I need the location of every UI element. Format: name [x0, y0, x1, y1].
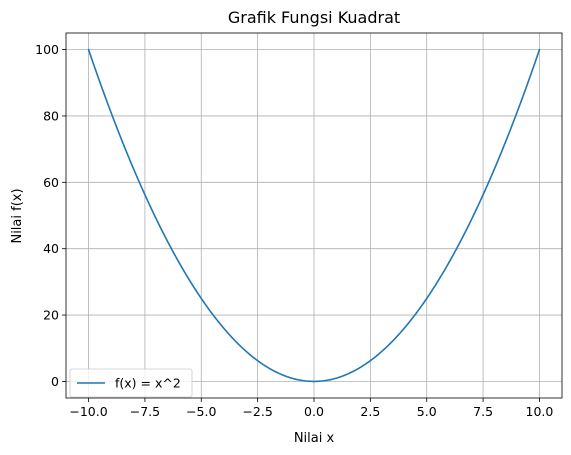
ticks: −10.0 −7.5 −5.0 −2.5 0.0 2.5 5.0 7.5 10.0 0 20 40 60…	[35, 42, 553, 419]
y-tick-label: 0	[51, 374, 59, 389]
series-line-fx	[87, 48, 541, 383]
x-tick-label: −2.5	[242, 404, 272, 419]
chart-title: Grafik Fungsi Kuadrat	[228, 8, 400, 27]
legend-box	[69, 368, 193, 398]
legend-label: f(x) = x^2	[115, 376, 181, 391]
x-tick-label: 0.0	[304, 404, 324, 419]
x-tick-label: −5.0	[186, 404, 216, 419]
grid	[66, 33, 562, 398]
legend: f(x) = x^2	[69, 368, 193, 398]
x-tick-label: −10.0	[69, 404, 107, 419]
x-tick-label: 10.0	[526, 404, 554, 419]
y-axis-label: Nilai f(x)	[10, 188, 25, 243]
series-layer	[87, 48, 541, 383]
x-axis-label: Nilai x	[294, 431, 335, 446]
y-tick-label: 80	[43, 108, 59, 123]
x-tick-label: −7.5	[130, 404, 160, 419]
x-tick-label: 7.5	[473, 404, 493, 419]
y-tick-label: 40	[43, 241, 59, 256]
x-tick-label: 5.0	[417, 404, 437, 419]
y-tick-label: 100	[35, 42, 59, 57]
x-tick-label: 2.5	[360, 404, 380, 419]
y-tick-label: 20	[43, 308, 59, 323]
y-tick-label: 60	[43, 175, 59, 190]
